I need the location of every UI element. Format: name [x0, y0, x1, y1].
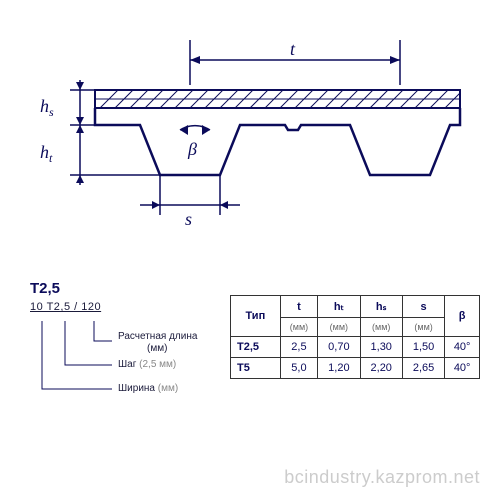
col-beta: β — [445, 296, 480, 337]
legend: T2,5 10 T2,5 / 120 Расчетная длина (мм) … — [30, 280, 210, 430]
label-t: t — [290, 39, 296, 59]
label-ht: ht — [40, 142, 53, 165]
label-beta: β — [187, 139, 197, 159]
col-s: s — [402, 296, 444, 318]
belt-profile — [95, 90, 460, 175]
dimension-ht: ht — [40, 125, 160, 185]
legend-code: 10 T2,5 / 120 — [30, 301, 210, 313]
watermark: bcindustry.kazprom.net — [284, 467, 480, 488]
legend-row-width: Ширина (мм) — [30, 383, 178, 407]
diagram-svg: t — [40, 30, 470, 240]
dimension-beta: β — [180, 125, 210, 159]
belt-profile-diagram: t — [40, 30, 470, 240]
col-type: Тип — [231, 296, 281, 337]
label-s: s — [185, 209, 192, 229]
col-ht: hₜ — [318, 296, 360, 318]
label-hs: hs — [40, 96, 54, 119]
table-row: T2,5 2,5 0,70 1,30 1,50 40° — [231, 337, 480, 358]
table-row: T5 5,0 1,20 2,20 2,65 40° — [231, 358, 480, 379]
col-t: t — [280, 296, 317, 318]
spec-table: Тип t hₜ hₛ s β (мм) (мм) (мм) (мм) T2,5… — [230, 295, 480, 379]
legend-row-pitch: Шаг (2,5 мм) — [30, 359, 176, 383]
dimension-t: t — [190, 39, 400, 85]
spec-table-element: Тип t hₜ hₛ s β (мм) (мм) (мм) (мм) T2,5… — [230, 295, 480, 379]
dimension-s: s — [140, 175, 240, 229]
table-header-row: Тип t hₜ hₛ s β — [231, 296, 480, 318]
legend-row-length: Расчетная длина (мм) — [30, 331, 197, 355]
dimension-hs: hs — [40, 80, 95, 125]
legend-title: T2,5 — [30, 280, 210, 297]
col-hs: hₛ — [360, 296, 402, 318]
